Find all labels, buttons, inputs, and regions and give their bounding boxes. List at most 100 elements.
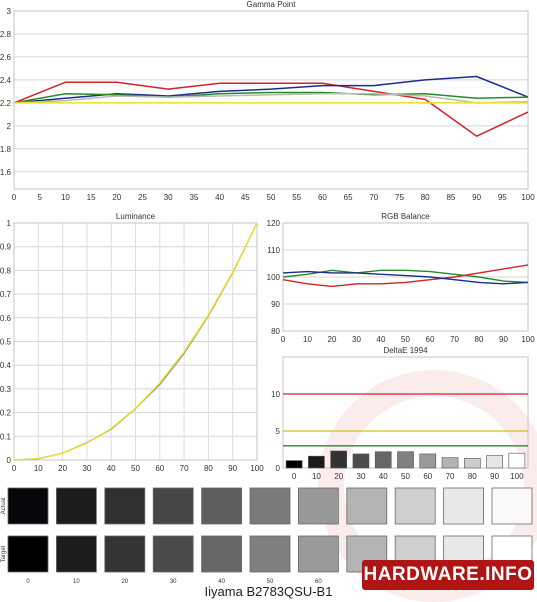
chart1-xtick-label: 50 (131, 464, 140, 473)
chart1-series-1-line (13, 222, 258, 461)
chart3-xtick-label: 50 (401, 472, 410, 481)
chart3-bar (463, 458, 481, 469)
chart1-ytick-label: 0.3 (0, 385, 12, 394)
swatch-actual (394, 487, 436, 525)
chart2-xtick-label: 100 (521, 335, 535, 344)
chart2-xtick-label: 20 (328, 335, 337, 344)
chart3-bar (374, 451, 392, 469)
chart2-xtick-label: 70 (450, 335, 459, 344)
swatch-actual (443, 487, 485, 525)
swatch-actual (249, 487, 291, 525)
chart0-xtick-label: 50 (267, 193, 276, 202)
chart2-ytick-label: 90 (271, 300, 280, 309)
chart3-frame (282, 356, 529, 469)
swatch-label: 60 (315, 579, 322, 585)
swatch-target (152, 535, 194, 573)
chart0-xtick-label: 60 (318, 193, 327, 202)
chart3-xtick-label: 0 (292, 472, 297, 481)
brand-logo: HARDWARE.INFO (362, 560, 534, 590)
swatch-label: 50 (267, 579, 274, 585)
chart2-xtick-label: 0 (281, 335, 286, 344)
chart1-ytick-label: 0.7 (0, 290, 12, 299)
chart1-ytick-label: 0.8 (0, 266, 12, 275)
swatch-label: 0 (26, 579, 30, 585)
chart2-xtick-label: 50 (401, 335, 410, 344)
swatch-target (201, 535, 243, 573)
chart3-bar (486, 455, 503, 469)
chart0-series-1-line (13, 75, 529, 104)
chart1-frame (13, 222, 258, 461)
swatch-target (104, 535, 146, 573)
chart2-title: RGB Balance (381, 212, 430, 221)
chart3-ytick-label: 10 (271, 390, 280, 399)
chart2-xtick-label: 30 (352, 335, 361, 344)
chart3-bar (330, 450, 347, 469)
chart0-xtick-label: 10 (61, 193, 70, 202)
chart0-xtick-label: 85 (446, 193, 455, 202)
chart1-ytick-label: 0.6 (0, 314, 12, 323)
chart1-xtick-label: 90 (228, 464, 237, 473)
chart0-xtick-label: 55 (292, 193, 301, 202)
chart0-xtick-label: 40 (215, 193, 224, 202)
chart0-xtick-label: 5 (37, 193, 42, 202)
chart1-xtick-label: 80 (204, 464, 213, 473)
chart0-xtick-label: 80 (421, 193, 430, 202)
chart0-frame (13, 10, 529, 190)
swatch-target (297, 535, 339, 573)
chart0-ytick-label: 2.6 (0, 53, 12, 62)
chart3-xtick-label: 10 (312, 472, 321, 481)
chart3-bar (308, 455, 325, 469)
swatch-target (249, 535, 291, 573)
chart0-xtick-label: 20 (112, 193, 121, 202)
chart0-xtick-label: 65 (344, 193, 353, 202)
chart3-bar (441, 457, 459, 469)
chart0-xtick-label: 70 (369, 193, 378, 202)
swatch-label: 30 (170, 579, 177, 585)
chart1-xtick-label: 70 (180, 464, 189, 473)
chart0-series-0-line (13, 81, 529, 137)
chart2-ytick-label: 80 (271, 327, 280, 336)
chart1-ytick-label: 0 (7, 456, 12, 465)
swatch-actual (346, 487, 388, 525)
chart2-ytick-label: 120 (267, 219, 281, 228)
swatch-label: 10 (73, 579, 80, 585)
chart3-bar (352, 453, 370, 469)
chart0-xtick-label: 0 (12, 193, 17, 202)
chart3-bar (397, 451, 414, 469)
chart3-ytick-label: 5 (276, 427, 281, 436)
chart0-title: Gamma Point (247, 0, 297, 9)
chart2-series-2-line (282, 270, 529, 285)
swatch-target (56, 535, 97, 573)
chart3-xtick-label: 100 (510, 472, 524, 481)
chart1-ytick-label: 0.1 (0, 432, 12, 441)
chart3-bar (419, 453, 437, 469)
swatch-actual (201, 487, 243, 525)
swatch-actual (7, 487, 49, 525)
swatch-actual (56, 487, 97, 525)
chart0-xtick-label: 95 (498, 193, 507, 202)
chart0-ytick-label: 2.2 (0, 99, 12, 108)
chart0-series-2-line (13, 91, 529, 104)
chart0-ytick-label: 1.8 (0, 145, 12, 154)
chart1-xtick-label: 40 (107, 464, 116, 473)
chart1-xtick-label: 10 (34, 464, 43, 473)
chart1-xtick-label: 0 (12, 464, 17, 473)
swatch-label: 20 (121, 579, 128, 585)
chart2-xtick-label: 80 (475, 335, 484, 344)
chart3-bar (508, 452, 526, 469)
chart2-xtick-label: 10 (303, 335, 312, 344)
chart3-title: DeltaE 1994 (383, 346, 428, 355)
swatch-actual (297, 487, 339, 525)
chart1-title: Luminance (116, 212, 156, 221)
chart3-ytick-label: 0 (276, 464, 281, 473)
chart0-xtick-label: 25 (138, 193, 147, 202)
chart2-series-1-line (282, 269, 529, 284)
swatch-row-label: Actual (1, 498, 7, 515)
swatch-actual (104, 487, 146, 525)
chart1-ytick-label: 1 (7, 219, 12, 228)
chart3-xtick-label: 80 (468, 472, 477, 481)
swatch-target (7, 535, 49, 573)
chart0-xtick-label: 90 (472, 193, 481, 202)
chart0-xtick-label: 15 (87, 193, 96, 202)
